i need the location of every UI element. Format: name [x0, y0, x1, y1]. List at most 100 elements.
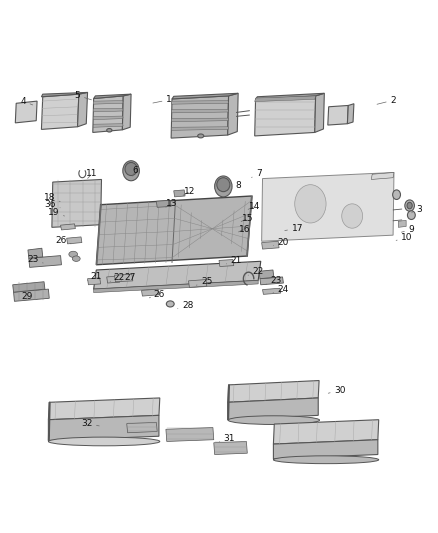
Polygon shape	[122, 94, 131, 130]
Polygon shape	[398, 220, 406, 228]
Text: 21: 21	[88, 272, 102, 281]
Polygon shape	[93, 108, 123, 112]
Text: 28: 28	[178, 301, 193, 310]
Ellipse shape	[407, 211, 415, 220]
Polygon shape	[228, 385, 230, 419]
Polygon shape	[67, 237, 82, 244]
Polygon shape	[273, 440, 378, 459]
Polygon shape	[15, 101, 37, 123]
Ellipse shape	[342, 204, 363, 228]
Polygon shape	[261, 173, 394, 241]
Polygon shape	[94, 280, 258, 293]
Ellipse shape	[166, 301, 174, 307]
Text: 17: 17	[285, 224, 303, 233]
Polygon shape	[228, 381, 319, 402]
Text: 9: 9	[401, 225, 414, 234]
Polygon shape	[214, 441, 247, 455]
Text: 6: 6	[133, 166, 138, 176]
Polygon shape	[172, 127, 228, 130]
Polygon shape	[171, 96, 229, 138]
Polygon shape	[228, 93, 238, 135]
Ellipse shape	[217, 177, 230, 192]
Ellipse shape	[123, 161, 139, 181]
Text: 19: 19	[48, 207, 64, 216]
Text: 4: 4	[20, 96, 33, 106]
Text: 23: 23	[266, 277, 282, 285]
Polygon shape	[273, 419, 379, 444]
Polygon shape	[172, 101, 228, 104]
Polygon shape	[260, 277, 283, 285]
Text: 31: 31	[219, 434, 235, 443]
Polygon shape	[28, 248, 43, 258]
Polygon shape	[172, 118, 228, 122]
Polygon shape	[262, 288, 281, 294]
Polygon shape	[220, 190, 226, 195]
Text: 3: 3	[412, 205, 422, 214]
Ellipse shape	[72, 256, 80, 261]
Text: 32: 32	[81, 419, 99, 427]
Polygon shape	[52, 180, 102, 228]
Text: 5: 5	[74, 91, 92, 100]
Ellipse shape	[273, 456, 379, 464]
Text: 24: 24	[273, 285, 289, 294]
Text: 23: 23	[27, 255, 43, 264]
Text: 12: 12	[183, 187, 195, 196]
Polygon shape	[96, 204, 102, 265]
Polygon shape	[48, 402, 50, 441]
Text: 29: 29	[21, 292, 37, 301]
Polygon shape	[13, 282, 45, 292]
Polygon shape	[96, 196, 252, 265]
Polygon shape	[29, 256, 61, 268]
Polygon shape	[219, 260, 234, 266]
Polygon shape	[156, 200, 171, 207]
Ellipse shape	[392, 190, 400, 199]
Polygon shape	[347, 104, 354, 124]
Text: 1: 1	[153, 95, 172, 104]
Polygon shape	[107, 276, 120, 283]
Text: 15: 15	[241, 214, 253, 223]
Text: 36: 36	[44, 200, 60, 209]
Text: 13: 13	[166, 199, 178, 208]
Polygon shape	[48, 398, 160, 419]
Text: 27: 27	[120, 273, 136, 282]
Ellipse shape	[405, 200, 414, 211]
Polygon shape	[371, 173, 394, 180]
Text: 2: 2	[377, 96, 396, 105]
Text: 8: 8	[231, 181, 241, 190]
Polygon shape	[42, 94, 79, 130]
Polygon shape	[261, 241, 279, 249]
Text: 25: 25	[196, 277, 212, 286]
Ellipse shape	[125, 163, 137, 175]
Text: 22: 22	[110, 273, 124, 282]
Text: 30: 30	[328, 385, 346, 394]
Polygon shape	[94, 261, 261, 289]
Polygon shape	[42, 92, 88, 97]
Polygon shape	[127, 422, 157, 433]
Ellipse shape	[295, 184, 326, 223]
Polygon shape	[172, 93, 238, 99]
Ellipse shape	[407, 203, 412, 209]
Polygon shape	[228, 398, 318, 419]
Text: 26: 26	[55, 236, 71, 245]
Text: 16: 16	[239, 224, 250, 233]
Text: 14: 14	[248, 202, 260, 211]
Polygon shape	[48, 415, 159, 441]
Text: 20: 20	[273, 238, 289, 247]
Ellipse shape	[69, 251, 78, 257]
Polygon shape	[188, 279, 207, 287]
Text: 26: 26	[149, 290, 165, 299]
Text: 11: 11	[86, 169, 98, 179]
Polygon shape	[174, 190, 185, 197]
Polygon shape	[93, 124, 123, 127]
Polygon shape	[141, 289, 159, 296]
Polygon shape	[166, 427, 214, 441]
Polygon shape	[93, 116, 123, 119]
Polygon shape	[94, 94, 131, 99]
Polygon shape	[254, 96, 316, 102]
Polygon shape	[315, 93, 324, 133]
Polygon shape	[88, 278, 101, 285]
Polygon shape	[255, 93, 324, 99]
Ellipse shape	[215, 176, 232, 197]
Text: 18: 18	[43, 193, 60, 202]
Polygon shape	[254, 96, 316, 136]
